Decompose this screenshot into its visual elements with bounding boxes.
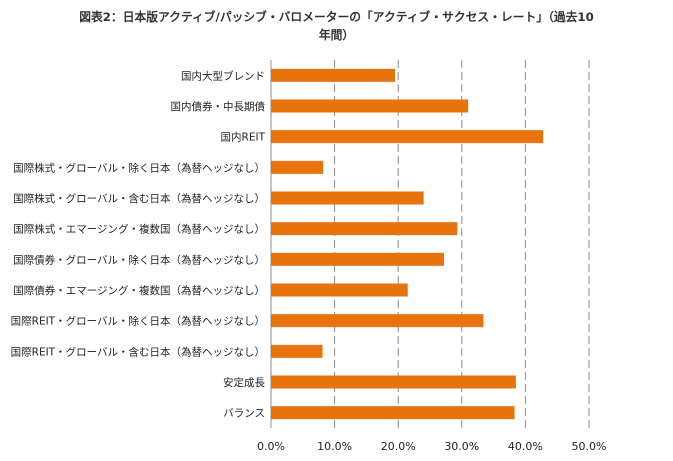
category-label-5: 国際株式・エマージング・複数国（為替ヘッジなし）: [13, 223, 265, 236]
gridlines: [270, 60, 590, 428]
chart-title-line-1: 図表2：日本版アクティブ/パッシブ・バロメーターの「アクティブ・サクセス・レート…: [79, 10, 594, 24]
category-label-3: 国際株式・グローバル・除く日本（為替ヘッジなし）: [13, 161, 265, 174]
category-label-0: 国内大型ブレンド: [181, 69, 265, 82]
category-label-8: 国際REIT・グローバル・除く日本（為替ヘッジなし）: [11, 315, 265, 328]
category-label-6: 国際債券・グローバル・除く日本（為替ヘッジなし）: [13, 253, 265, 266]
x-tick-label-5: 50.0%: [572, 440, 607, 453]
x-tick-labels: 0.0% 10.0% 20.0% 30.0% 40.0% 50.0%: [257, 440, 606, 453]
x-tick-label-4: 40.0%: [508, 440, 543, 453]
bar-3: [271, 160, 324, 174]
x-tick-label-2: 20.0%: [381, 440, 416, 453]
bar-1: [271, 99, 469, 113]
category-label-4: 国際株式・グローバル・含む日本（為替ヘッジなし）: [13, 192, 265, 205]
bar-11: [271, 406, 515, 420]
category-label-7: 国際債券・エマージング・複数国（為替ヘッジなし）: [13, 284, 265, 297]
x-tick-label-0: 0.0%: [257, 440, 285, 453]
category-label-1: 国内債券・中長期債: [171, 100, 266, 113]
bar-7: [271, 283, 408, 297]
x-tick-label-3: 30.0%: [444, 440, 479, 453]
bar-6: [271, 252, 444, 266]
bar-5: [271, 222, 458, 236]
category-label-9: 国際REIT・グローバル・含む日本（為替ヘッジなし）: [11, 345, 265, 358]
category-label-10: 安定成長: [223, 376, 265, 389]
category-label-11: バランス: [223, 408, 265, 420]
bars: [271, 68, 544, 420]
chart-title-line-2: 年間）: [318, 28, 355, 42]
bar-9: [271, 344, 323, 358]
bar-10: [271, 375, 516, 389]
category-label-2: 国内REIT: [221, 131, 266, 144]
x-tick-label-1: 10.0%: [317, 440, 352, 453]
bar-2: [271, 130, 544, 144]
bar-0: [271, 68, 396, 82]
bar-4: [271, 191, 424, 205]
bar-8: [271, 314, 484, 328]
